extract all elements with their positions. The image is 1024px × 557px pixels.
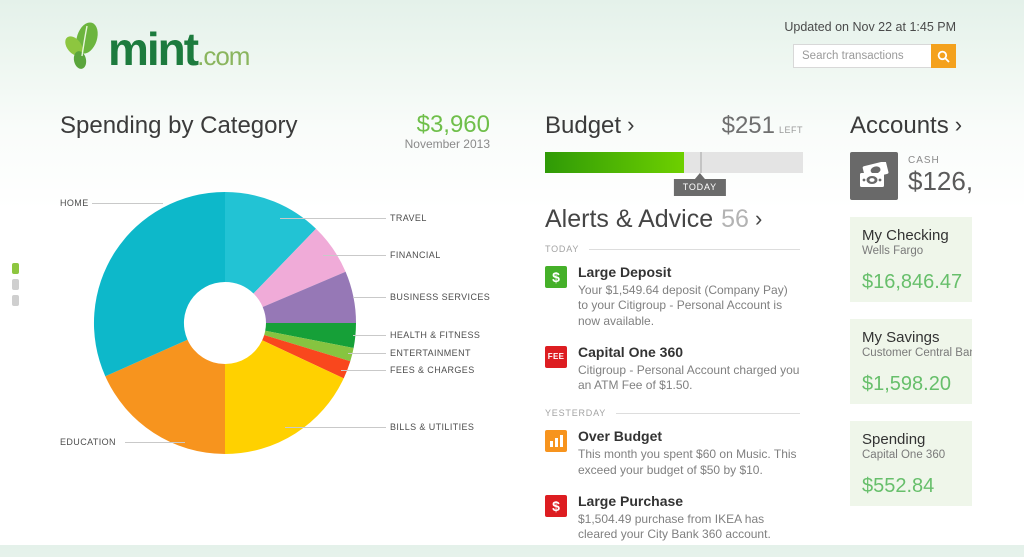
cash-tile [850, 152, 898, 200]
alert-title: Capital One 360 [578, 343, 684, 360]
fee-icon: FEE [545, 345, 567, 368]
dollar-icon: $ [545, 266, 567, 288]
budget-progress-fill [545, 152, 685, 173]
pie-label-education: EDUCATION [60, 437, 116, 447]
leaf-icon [65, 22, 98, 69]
cash-label: CASH [908, 155, 940, 166]
page-indicator [12, 263, 19, 306]
spending-title: Spending by Category [60, 112, 298, 139]
pie-label-fees-charges: FEES & CHARGES [390, 365, 475, 375]
dollar-icon: $ [545, 494, 567, 517]
alert-title: Large Deposit [578, 264, 672, 280]
budget-today-marker [699, 152, 702, 173]
accounts-title-link[interactable]: Accounts [850, 112, 972, 140]
cash-summary[interactable]: CASH $126,5 [850, 152, 972, 200]
pie-segment-home[interactable] [93, 192, 225, 377]
cash-value: $126,5 [908, 166, 972, 196]
pie-label-health-fitness: HEALTH & FITNESS [390, 330, 481, 340]
account-institution: Wells Fargo [862, 245, 924, 257]
page-dash-active[interactable] [12, 263, 19, 274]
alert-body: Your $1,549.64 deposit (Company Pay) to … [578, 282, 788, 328]
alerts-count: 56 [721, 205, 749, 233]
account-institution: Capital One 360 [862, 449, 946, 461]
budget-progress: TODAY [545, 152, 803, 196]
account-card-checking[interactable]: My Checking Wells Fargo $16,846.47 [850, 217, 972, 302]
page-dash[interactable] [12, 295, 19, 306]
account-institution: Customer Central Bank [862, 347, 972, 359]
pie-label-travel: TRAVEL [390, 213, 427, 223]
alerts-title-link[interactable]: Alerts & Advice 56 [545, 205, 800, 234]
alert-title: Large Purchase [578, 492, 684, 509]
spending-header: Spending by Category $3,960 November 201… [60, 112, 490, 151]
pie-label-bills-utilities: BILLS & UTILITIES [390, 422, 475, 432]
search-bar [793, 44, 956, 68]
pie-segment-business-services[interactable] [262, 271, 356, 323]
pie-label-financial: FINANCIAL [390, 250, 441, 260]
pie-label-entertainment: ENTERTAINMENT [390, 348, 471, 358]
pie-segment-fees-charges[interactable] [262, 335, 351, 379]
pie-label-home: HOME [60, 198, 89, 208]
account-balance: $16,846.47 [862, 271, 963, 293]
budget-progress-track [545, 152, 803, 173]
account-balance: $1,598.20 [862, 373, 951, 395]
budget-title-link[interactable]: Budget [545, 112, 634, 140]
mint-logo[interactable]: mint .com [60, 16, 250, 75]
last-updated-text: Updated on Nov 22 at 1:45 PM [784, 20, 956, 34]
pie-segment-financial[interactable] [253, 228, 346, 307]
search-button[interactable] [931, 44, 956, 68]
logo-tld: .com [197, 41, 250, 72]
account-name: My Savings [862, 329, 940, 346]
account-name: My Checking [862, 227, 949, 244]
pie-label-business-services: BUSINESS SERVICES [390, 292, 491, 302]
budget-left-amount: $251 LEFT [721, 112, 803, 139]
spending-period: November 2013 [404, 137, 490, 152]
search-input[interactable] [793, 44, 931, 68]
pie-segment-health-fitness[interactable] [265, 323, 356, 348]
pie-segment-education[interactable] [105, 339, 225, 454]
alert-large-deposit[interactable]: $ Large Deposit Your $1,549.64 deposit (… [545, 264, 800, 329]
today-tooltip: TODAY [673, 173, 726, 196]
logo-text: mint [108, 23, 199, 75]
mint-dashboard: mint.com Updated on Nov 22 at 1:45 PM Sp… [0, 0, 1024, 545]
accounts-section: Accounts CASH $126,5 [850, 112, 972, 506]
spending-donut-chart: HOME TRAVEL FINANCIAL BUSINESS SERVICES … [40, 180, 510, 480]
account-card-spending[interactable]: Spending Capital One 360 $552.84 [850, 421, 972, 506]
alerts-group-yesterday: YESTERDAY [545, 408, 800, 418]
account-name: Spending [862, 431, 926, 448]
page-dash[interactable] [12, 279, 19, 290]
pie-segment-bills-utilities[interactable] [225, 340, 344, 454]
account-card-savings[interactable]: My Savings Customer Central Bank $1,598.… [850, 319, 972, 404]
alert-over-budget[interactable]: Over Budget This month you spent $60 on … [545, 428, 800, 478]
alerts-group-today: TODAY [545, 244, 800, 254]
cash-icon [860, 162, 889, 187]
alert-title: Over Budget [578, 428, 663, 445]
alert-capital-one-360[interactable]: FEE Capital One 360 Citigroup - Personal… [545, 344, 800, 394]
alert-body: Citigroup - Personal Account charged you… [578, 362, 800, 393]
alert-body: This month you spent $60 on Music. This … [578, 447, 797, 477]
alert-large-purchase[interactable]: $ Large Purchase $1,504.49 purchase from… [545, 493, 800, 543]
pie-segment-entertainment[interactable] [264, 330, 354, 362]
leader-lines [92, 203, 386, 443]
budget-left-label: LEFT [778, 125, 803, 135]
pie-segment-travel[interactable] [225, 192, 316, 294]
account-balance: $552.84 [862, 475, 935, 497]
alert-body: $1,504.49 purchase from IKEA has cleared… [578, 511, 771, 542]
bar-chart-icon [545, 430, 567, 453]
search-icon [937, 50, 950, 63]
spending-total: $3,960 [416, 111, 490, 138]
